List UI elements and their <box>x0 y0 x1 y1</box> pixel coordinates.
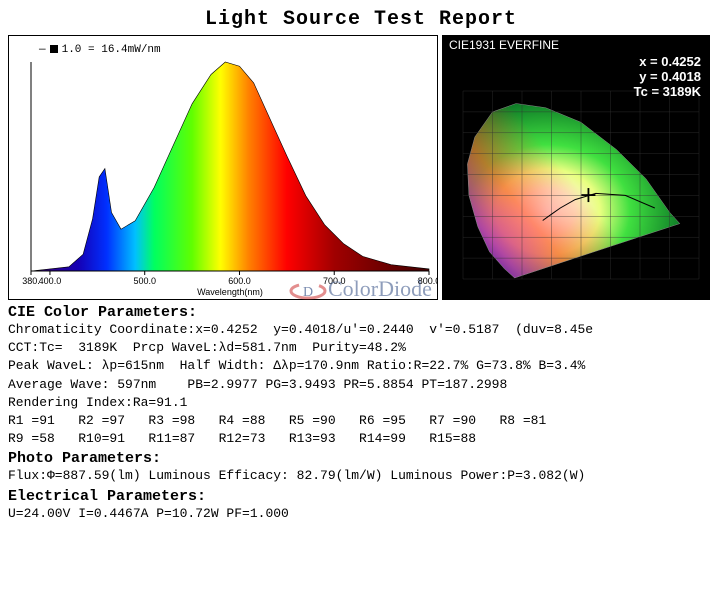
svg-text:Wavelength(nm): Wavelength(nm) <box>197 287 263 297</box>
svg-text:500.0: 500.0 <box>133 276 156 286</box>
param-line: R1 =91 R2 =97 R3 =98 R4 =88 R5 =90 R6 =9… <box>8 412 714 430</box>
cie-y: y = 0.4018 <box>634 69 701 84</box>
spectrum-svg: 380.400.0 500.0 600.0 700.0 800.0 Wavelength… <box>9 36 437 299</box>
photo-params-head: Photo Parameters: <box>8 450 714 467</box>
param-line: CCT:Tc= 3189K Prcp WaveL:λd=581.7nm Puri… <box>8 339 714 357</box>
param-line: Average Wave: 597nm PB=2.9977 PG=3.9493 … <box>8 376 714 394</box>
cie-params-head: CIE Color Parameters: <box>8 304 714 321</box>
svg-text:700.0: 700.0 <box>323 276 346 286</box>
param-line: Rendering Index:Ra=91.1 <box>8 394 714 412</box>
spectrum-legend: ― 1.0 = 16.4mW/nm <box>39 44 161 56</box>
svg-text:380.: 380. <box>22 276 40 286</box>
cie-tc: Tc = 3189K <box>634 84 701 99</box>
svg-text:400.0: 400.0 <box>39 276 62 286</box>
cie-header: CIE1931 EVERFINE <box>449 38 559 52</box>
cie-x: x = 0.4252 <box>634 54 701 69</box>
svg-text:600.0: 600.0 <box>228 276 251 286</box>
param-line: Peak WaveL: λp=615nm Half Width: Δλp=170… <box>8 357 714 375</box>
legend-box-icon <box>50 45 58 53</box>
cie-coords: x = 0.4252 y = 0.4018 Tc = 3189K <box>634 54 701 99</box>
param-line: Flux:Φ=887.59(lm) Luminous Efficacy: 82.… <box>8 467 714 485</box>
cie-chart: CIE1931 EVERFINE x = 0.4252 y = 0.4018 T… <box>442 35 710 300</box>
param-line: R9 =58 R10=91 R11=87 R12=73 R13=93 R14=9… <box>8 430 714 448</box>
svg-text:800.0: 800.0 <box>418 276 437 286</box>
params-block: D ColorDiode CIE Color Parameters: Chrom… <box>8 304 714 523</box>
elec-params-head: Electrical Parameters: <box>8 488 714 505</box>
legend-text: 1.0 = 16.4mW/nm <box>62 44 161 56</box>
report-title: Light Source Test Report <box>8 8 714 31</box>
param-line: Chromaticity Coordinate:x=0.4252 y=0.401… <box>8 321 714 339</box>
legend-tick: ― <box>39 44 46 56</box>
param-line: U=24.00V I=0.4467A P=10.72W PF=1.000 <box>8 505 714 523</box>
spectrum-chart: ― 1.0 = 16.4mW/nm 380.400.0 500.0 600.0 700.… <box>8 35 438 300</box>
charts-row: ― 1.0 = 16.4mW/nm 380.400.0 500.0 600.0 700.… <box>8 35 714 300</box>
